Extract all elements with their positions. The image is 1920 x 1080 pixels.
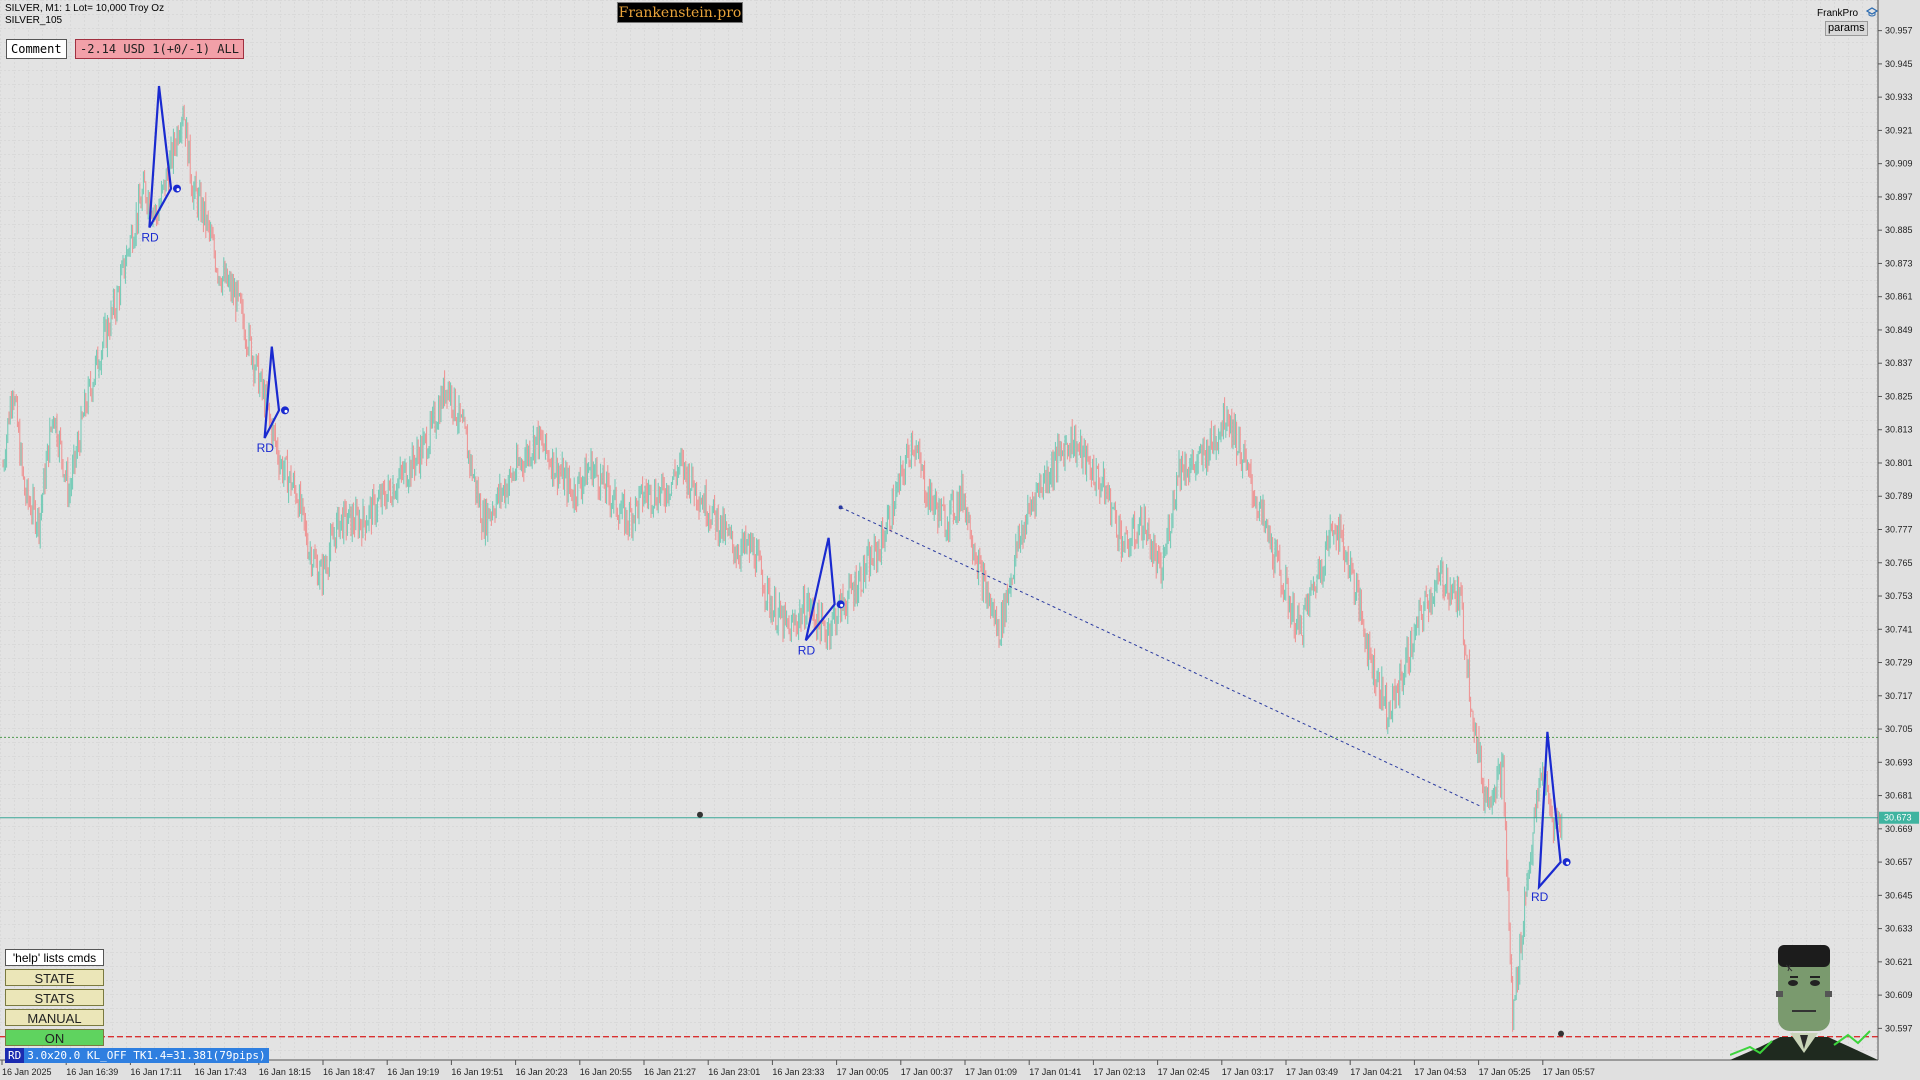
- on-button[interactable]: ON: [5, 1029, 104, 1046]
- rd-pattern: [1537, 731, 1562, 891]
- rd-pattern-label: RD: [1531, 890, 1549, 904]
- manual-button[interactable]: MANUAL: [5, 1009, 104, 1026]
- state-button[interactable]: STATE: [5, 969, 104, 986]
- price-tick-label: 30.717: [1885, 691, 1913, 701]
- time-tick-label: 17 Jan 02:13: [1093, 1067, 1145, 1077]
- time-tick-label: 16 Jan 17:11: [130, 1067, 181, 1077]
- help-hint: 'help' lists cmds: [5, 949, 104, 966]
- time-tick-label: 16 Jan 18:47: [323, 1067, 375, 1077]
- price-tick-label: 30.957: [1885, 26, 1913, 36]
- price-tick-label: 30.657: [1885, 857, 1913, 867]
- time-tick-label: 16 Jan 23:01: [708, 1067, 760, 1077]
- trend-line-start-dot: [838, 505, 843, 510]
- time-tick-label: 16 Jan 20:23: [516, 1067, 568, 1077]
- time-tick-label: 16 Jan 23:33: [772, 1067, 824, 1077]
- status-bar: RD 3.0x20.0 KL_OFF TK1.4=31.381(79pips): [5, 1048, 269, 1063]
- cap-icon: [1866, 7, 1878, 17]
- price-tick-label: 30.861: [1885, 292, 1913, 302]
- time-tick-label: 16 Jan 17:43: [195, 1067, 247, 1077]
- time-tick-label: 17 Jan 00:37: [901, 1067, 953, 1077]
- comment-button[interactable]: Comment: [6, 39, 67, 59]
- rd-pattern: [263, 346, 281, 439]
- skull-marker-icon: [697, 811, 703, 818]
- price-tick-label: 30.705: [1885, 724, 1913, 734]
- price-tick-label: 30.609: [1885, 990, 1913, 1000]
- price-tick-label: 30.765: [1885, 558, 1913, 568]
- current-price-label: 30.673: [1884, 813, 1912, 823]
- price-tick-label: 30.633: [1885, 924, 1913, 934]
- time-tick-label: 17 Jan 05:57: [1543, 1067, 1595, 1077]
- time-axis: 16 Jan 2025 16 Jan 16:39 16 Jan 17:11 16 Ja…: [1, 1060, 1595, 1077]
- rd-pattern: [148, 85, 173, 228]
- pattern-marker-dot: [840, 603, 844, 607]
- current-price-badge: [1879, 811, 1919, 824]
- rd-pattern-label: RD: [257, 441, 275, 455]
- price-tick-label: 30.837: [1885, 358, 1913, 368]
- rd-pattern-label: RD: [798, 643, 816, 657]
- time-tick-label: 17 Jan 04:21: [1350, 1067, 1402, 1077]
- price-tick-label: 30.693: [1885, 757, 1913, 767]
- time-tick-label: 17 Jan 01:09: [965, 1067, 1017, 1077]
- price-tick-label: 30.645: [1885, 890, 1913, 900]
- price-tick-label: 30.729: [1885, 658, 1913, 668]
- time-tick-label: 17 Jan 02:45: [1158, 1067, 1210, 1077]
- rd-pattern-label: RD: [141, 230, 159, 244]
- status-tag: RD: [5, 1048, 25, 1063]
- account-name: FrankPro: [1817, 8, 1859, 19]
- time-tick-label: 16 Jan 20:55: [580, 1067, 632, 1077]
- price-axis: 30.957 30.945 30.933 30.921 30.909 30.897 30.8…: [1878, 26, 1919, 1033]
- price-tick-label: 30.873: [1885, 258, 1913, 268]
- time-tick-label: 17 Jan 00:05: [837, 1067, 889, 1077]
- time-tick-label: 17 Jan 05:25: [1479, 1067, 1531, 1077]
- status-text: 3.0x20.0 KL_OFF TK1.4=31.381(79pips): [27, 1049, 266, 1062]
- levels-layer: [0, 505, 1878, 1038]
- time-tick-label: 17 Jan 01:41: [1029, 1067, 1081, 1077]
- stats-button[interactable]: STATS: [5, 989, 104, 1006]
- price-tick-label: 30.945: [1885, 59, 1913, 69]
- time-tick-label: 17 Jan 03:17: [1222, 1067, 1274, 1077]
- frankenstein-mascot-icon: [1730, 945, 1878, 1060]
- price-tick-label: 30.681: [1885, 791, 1913, 801]
- price-tick-label: 30.813: [1885, 425, 1913, 435]
- symbol-info: SILVER, M1: 1 Lot= 10,000 Troy Oz: [5, 3, 165, 14]
- price-tick-label: 30.825: [1885, 391, 1913, 401]
- patterns-layer: RD RD RD RD: [141, 85, 1571, 1037]
- pattern-marker-dot: [176, 188, 180, 192]
- price-tick-label: 30.777: [1885, 525, 1913, 535]
- price-tick-label: 30.921: [1885, 125, 1913, 135]
- pnl-display: -2.14 USD 1(+0/-1) ALL: [75, 39, 244, 59]
- price-tick-label: 30.597: [1885, 1023, 1913, 1033]
- price-tick-label: 30.909: [1885, 159, 1913, 169]
- time-tick-label: 16 Jan 19:19: [387, 1067, 439, 1077]
- skull-marker-icon: [1558, 1030, 1564, 1037]
- price-tick-label: 30.933: [1885, 92, 1913, 102]
- time-tick-label: 16 Jan 21:27: [644, 1067, 696, 1077]
- price-tick-label: 30.669: [1885, 824, 1913, 834]
- price-tick-label: 30.789: [1885, 491, 1913, 501]
- price-tick-label: 30.753: [1885, 591, 1913, 601]
- rd-pattern: [804, 537, 836, 642]
- price-tick-label: 30.885: [1885, 225, 1913, 235]
- time-tick-label: 17 Jan 04:53: [1414, 1067, 1466, 1077]
- time-tick-label: 16 Jan 19:51: [451, 1067, 503, 1077]
- candles-layer: [2, 104, 1563, 1032]
- indicator-name: SILVER_105: [5, 15, 63, 26]
- params-button[interactable]: params: [1825, 21, 1868, 36]
- price-tick-label: 30.897: [1885, 192, 1913, 202]
- time-tick-label: 16 Jan 18:15: [259, 1067, 311, 1077]
- price-tick-label: 30.741: [1885, 624, 1913, 634]
- pattern-marker-dot: [1566, 861, 1570, 865]
- brand-logo[interactable]: Frankenstein.pro: [617, 2, 743, 23]
- time-tick-label: 17 Jan 03:49: [1286, 1067, 1338, 1077]
- price-tick-label: 30.849: [1885, 325, 1913, 335]
- time-tick-label: 16 Jan 16:39: [66, 1067, 118, 1077]
- price-tick-label: 30.801: [1885, 458, 1913, 468]
- time-tick-label: 16 Jan 2025: [2, 1067, 52, 1077]
- price-tick-label: 30.621: [1885, 957, 1913, 967]
- trend-line: [840, 506, 1482, 808]
- pattern-marker-dot: [284, 409, 288, 413]
